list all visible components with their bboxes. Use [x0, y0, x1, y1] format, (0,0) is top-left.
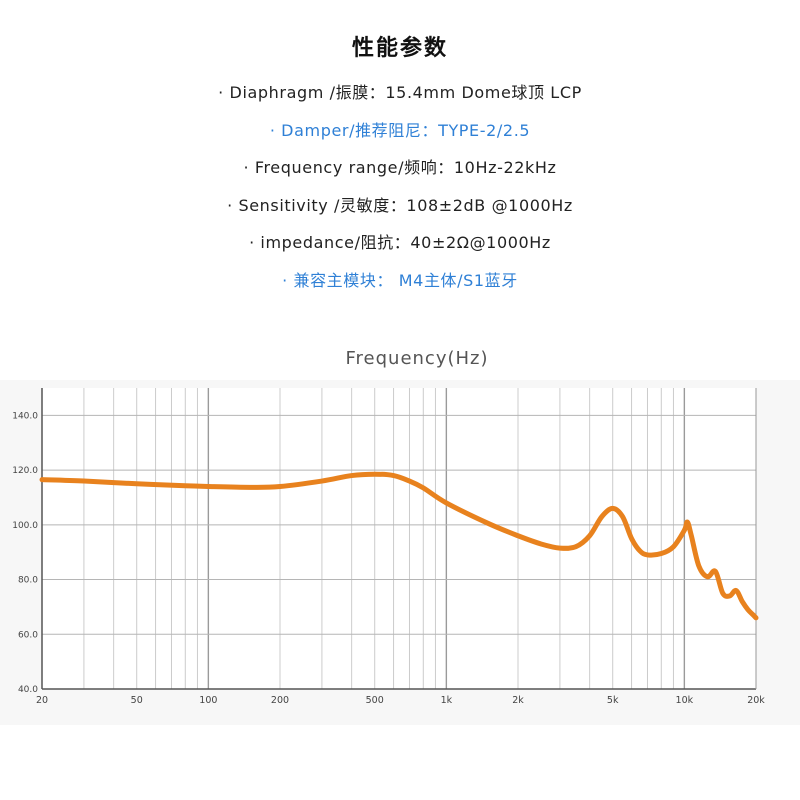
spec-sensitivity: · Sensitivity /灵敏度：108±2dB @1000Hz [227, 195, 573, 215]
axes [41, 388, 757, 690]
spec-damper: · Damper/推荐阻尼：TYPE-2/2.5 [269, 120, 531, 140]
x-tick-label: 20k [747, 695, 765, 706]
x-tick-label: 50 [131, 695, 143, 706]
y-tick-label: 100.0 [12, 521, 38, 531]
x-tick-label: 1k [441, 695, 453, 706]
x-tick-label: 500 [366, 695, 384, 706]
frequency-response-chart: 40.0 60.0 80.0 100.0 120.0 140.0 20 50 100 200 500… [0, 380, 800, 725]
frequency-response-curve [39, 471, 759, 621]
x-tick-label: 20 [36, 695, 48, 706]
tick-labels: 40.0 60.0 80.0 100.0 120.0 140.0 20 50 100 200 500… [12, 411, 765, 706]
x-tick-label: 10k [676, 695, 694, 706]
page-title: 性能参数 [351, 36, 448, 61]
y-tick-label: 80.0 [18, 576, 38, 586]
spec-diaphragm: · Diaphragm /振膜：15.4mm Dome球顶 LCP [218, 83, 582, 102]
chart-title: Frequency(Hz) [345, 348, 489, 369]
plot-area [42, 388, 756, 689]
spec-impedance: · impedance/阻抗：40±2Ω@1000Hz [249, 233, 551, 252]
y-tick-label: 60.0 [18, 630, 38, 640]
x-tick-label: 2k [512, 695, 524, 706]
x-tick-label: 5k [607, 695, 619, 706]
spec-compatible-module: · 兼容主模块： M4主体/S1蓝牙 [282, 270, 518, 290]
spec-frequency-range: · Frequency range/频响：10Hz-22kHz [243, 158, 557, 177]
spec-list: · Diaphragm /振膜：15.4mm Dome球顶 LCP · Damp… [0, 80, 800, 305]
y-tick-label: 120.0 [12, 466, 38, 476]
y-tick-label: 40.0 [18, 685, 38, 695]
y-tick-label: 140.0 [12, 411, 38, 421]
x-tick-label: 200 [271, 695, 289, 706]
x-tick-label: 100 [199, 695, 217, 706]
